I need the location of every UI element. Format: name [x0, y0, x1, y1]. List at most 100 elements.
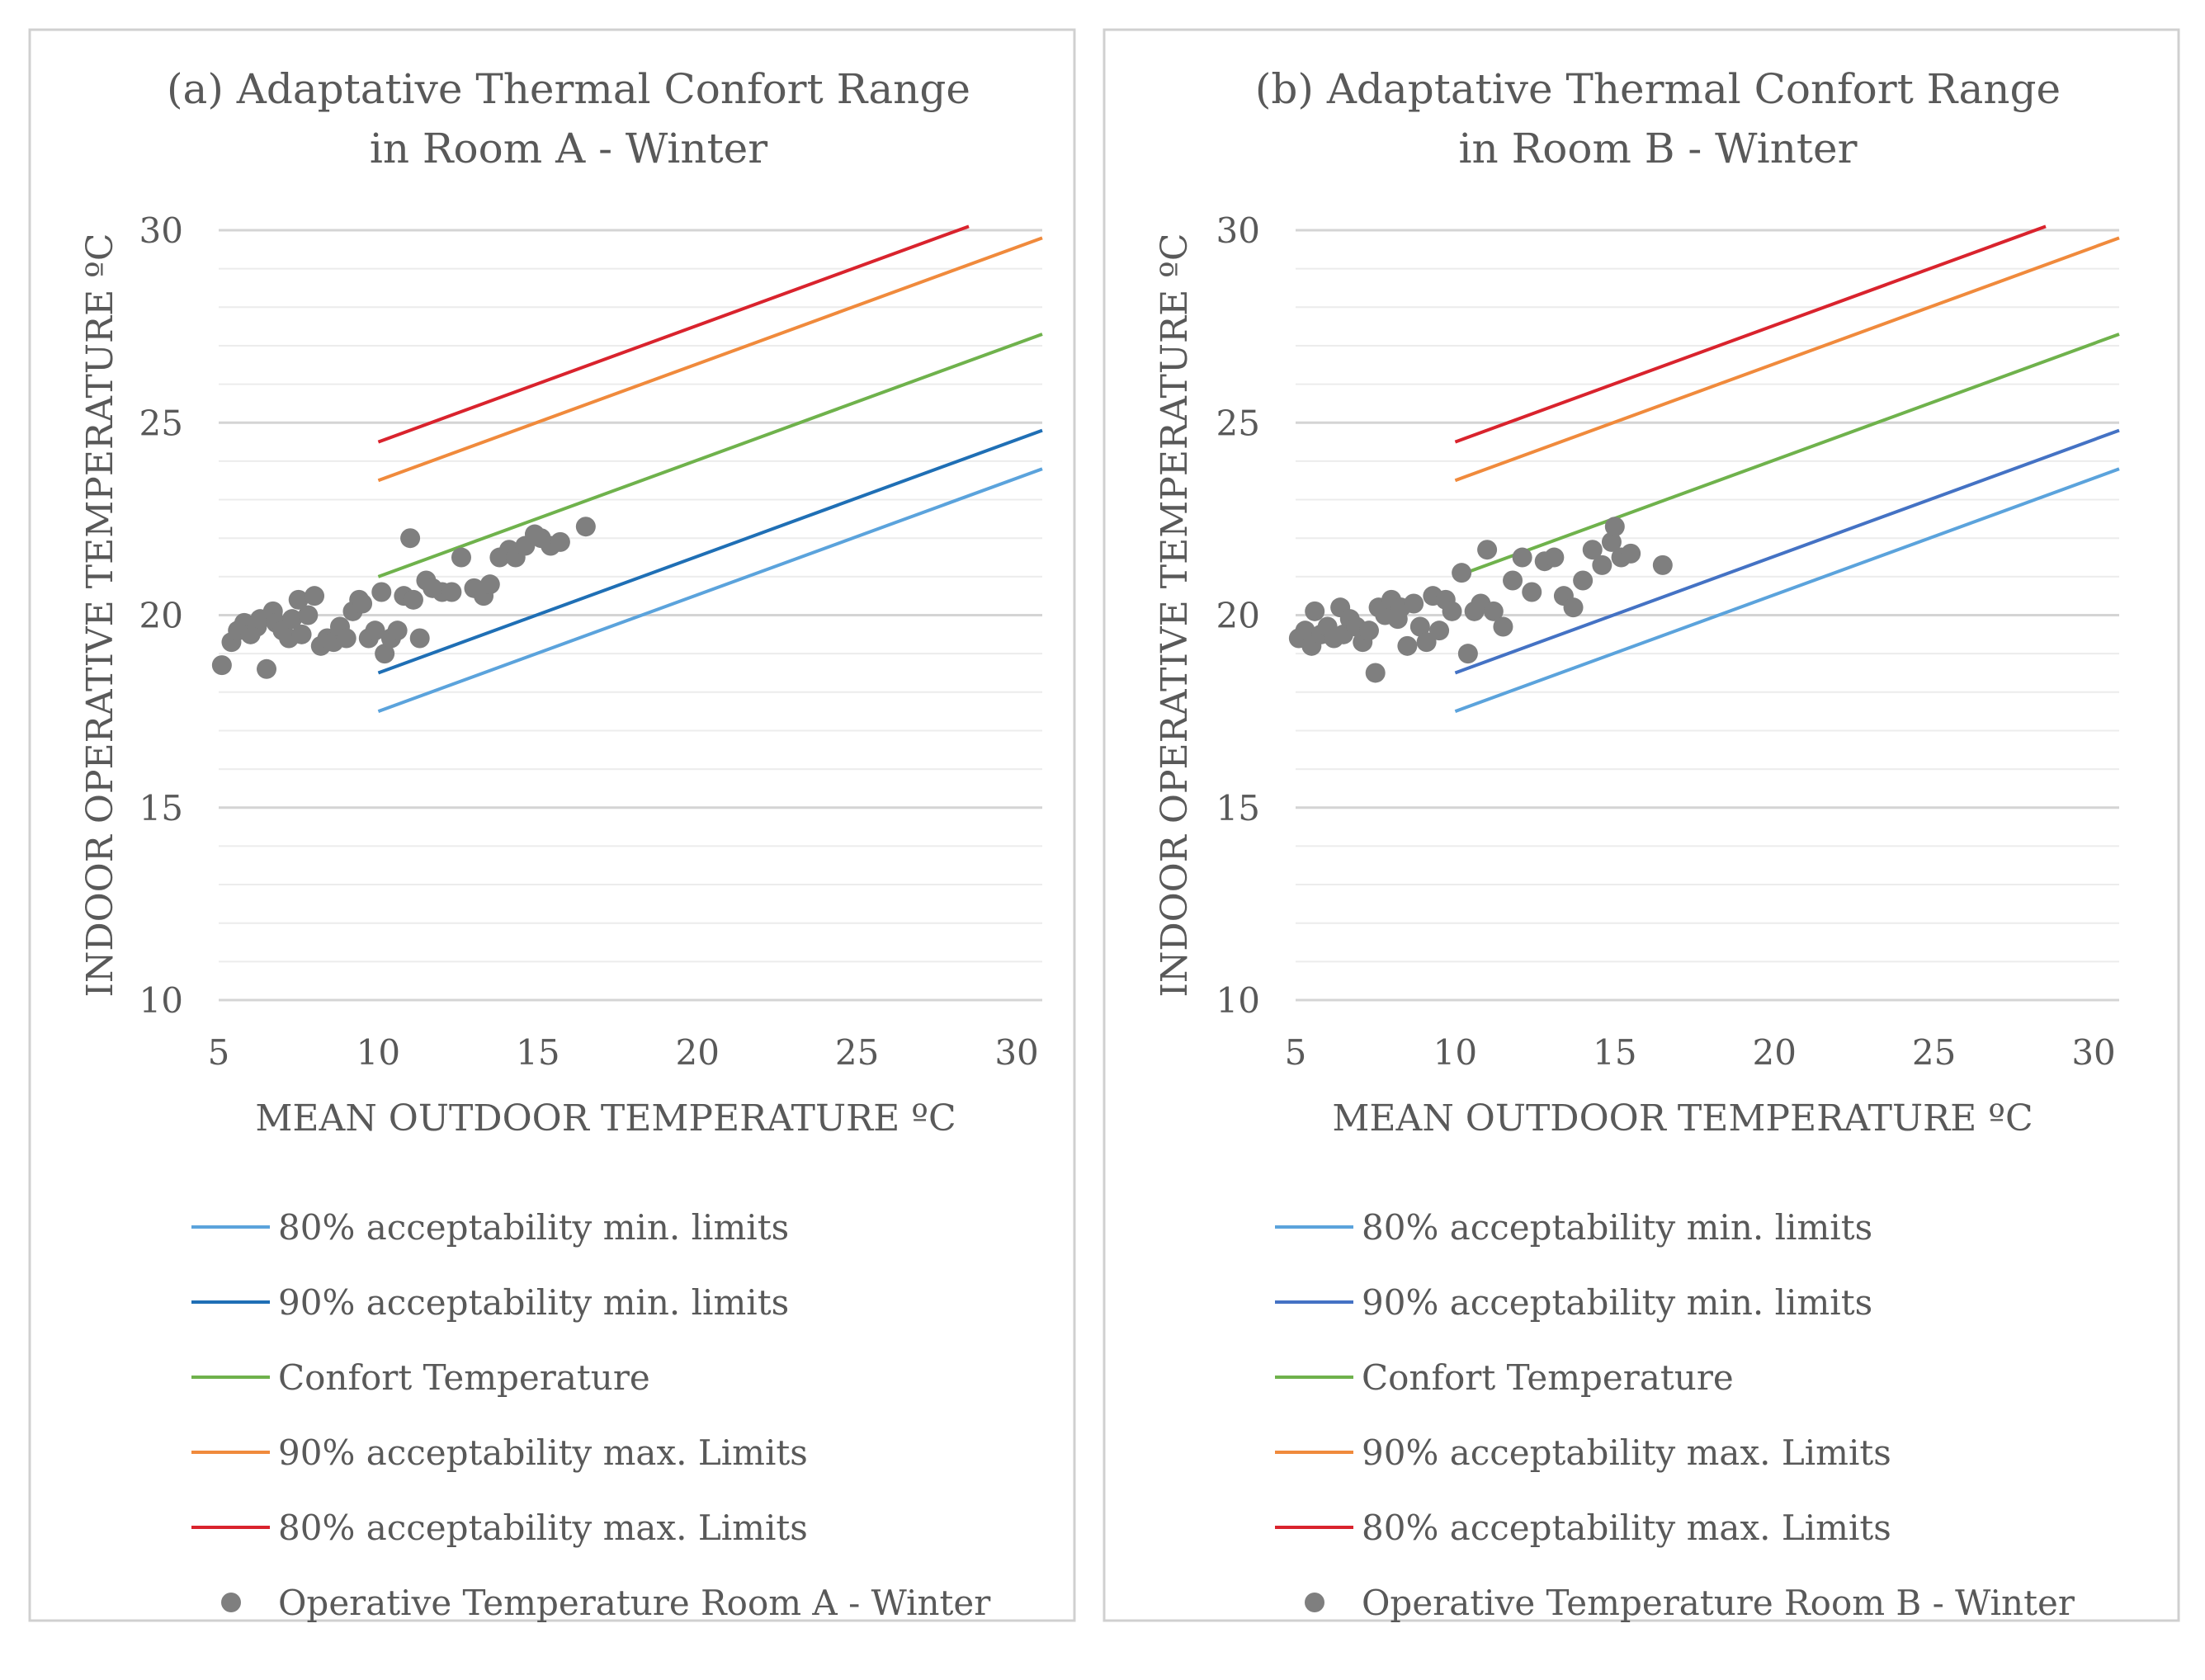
series-line-3 — [377, 333, 1043, 578]
chart-panel-b: (b) Adaptative Thermal Confort Range in R… — [1102, 28, 2180, 1623]
series-line-1 — [1454, 467, 2120, 714]
chart-title-line1: (b) Adaptative Thermal Confort Range — [1255, 65, 2061, 113]
scatter-point — [1429, 621, 1450, 641]
scatter-point — [451, 547, 471, 568]
series-line-4 — [1454, 236, 2120, 483]
y-tick-label: 10 — [139, 980, 183, 1021]
scatter-point — [1621, 543, 1641, 564]
x-axis-label: MEAN OUTDOOR TEMPERATURE ºC — [255, 1097, 956, 1140]
scatter-point — [1409, 616, 1430, 637]
scatter-point — [1457, 644, 1478, 664]
y-tick-label: 30 — [1216, 210, 1260, 251]
series-line-5 — [377, 224, 970, 444]
legend-entry-label: Operative Temperature Room B - Winter — [1362, 1583, 2075, 1623]
scatter-point — [1604, 517, 1625, 537]
y-axis-label: INDOOR OPERATIVE TEMPERATURE ºC — [79, 233, 121, 997]
scatter-point — [1397, 635, 1418, 656]
series-line-2 — [1454, 428, 2120, 675]
x-tick-label: 15 — [1593, 1032, 1636, 1073]
scatter-point — [550, 531, 570, 552]
x-tick-label: 20 — [676, 1032, 720, 1073]
scatter-point — [1582, 540, 1603, 560]
scatter-point — [1442, 601, 1462, 621]
scatter-point — [211, 655, 232, 676]
x-tick-label: 15 — [516, 1032, 560, 1073]
x-tick-label: 5 — [1285, 1032, 1307, 1073]
scatter-point — [1573, 570, 1594, 591]
scatter-point — [1305, 601, 1325, 621]
panel-frame — [1102, 28, 2180, 1622]
scatter-point — [1503, 570, 1523, 591]
x-tick-label: 20 — [1753, 1032, 1797, 1073]
scatter-point — [479, 574, 500, 595]
legend-swatch-marker — [221, 1593, 241, 1612]
scatter-point — [1512, 547, 1532, 568]
panel-frame — [28, 28, 1076, 1622]
legend-entry-label: Confort Temperature — [1362, 1357, 1734, 1398]
y-tick-label: 25 — [139, 403, 183, 443]
x-tick-label: 25 — [1912, 1032, 1956, 1073]
scatter-point — [1416, 632, 1437, 653]
series-line-5 — [1454, 224, 2047, 444]
scatter-point — [1452, 563, 1472, 583]
scatter-point — [1493, 616, 1513, 637]
x-tick-label: 30 — [2071, 1032, 2115, 1073]
chart-title-line2: in Room B - Winter — [1459, 125, 1858, 172]
legend-entry-label: 90% acceptability min. limits — [278, 1282, 789, 1323]
y-tick-label: 20 — [1216, 596, 1260, 636]
legend-entry-label: Confort Temperature — [278, 1357, 650, 1398]
x-tick-label: 10 — [356, 1032, 400, 1073]
y-tick-label: 10 — [1216, 980, 1260, 1021]
chart-panel-a: (a) Adaptative Thermal Confort Range in R… — [28, 28, 1076, 1623]
legend-entry-label: Operative Temperature Room A - Winter — [278, 1583, 991, 1623]
scatter-point — [1522, 582, 1542, 602]
scatter-point — [298, 605, 319, 625]
x-axis-label: MEAN OUTDOOR TEMPERATURE ºC — [1332, 1097, 2033, 1140]
y-tick-label: 15 — [1216, 788, 1260, 828]
series-line-3 — [1454, 333, 2120, 578]
x-tick-label: 30 — [994, 1032, 1038, 1073]
scatter-point — [288, 589, 309, 610]
y-tick-label: 25 — [1216, 403, 1260, 443]
legend-entry-label: 80% acceptability max. Limits — [1362, 1508, 1891, 1548]
x-tick-label: 10 — [1433, 1032, 1477, 1073]
scatter-point — [387, 621, 408, 641]
legend-entry-label: 80% acceptability min. limits — [278, 1207, 789, 1248]
scatter-point — [352, 593, 373, 614]
scatter-point — [257, 658, 277, 679]
y-axis-label: INDOOR OPERATIVE TEMPERATURE ºC — [1154, 233, 1196, 997]
scatter-point — [1544, 547, 1565, 568]
scatter-point — [1601, 531, 1622, 552]
scatter-point — [1365, 663, 1386, 683]
scatter-point — [371, 582, 392, 602]
scatter-point — [409, 628, 430, 649]
scatter-point — [281, 609, 302, 630]
y-tick-label: 15 — [139, 788, 183, 828]
chart-title-line1: (a) Adaptative Thermal Confort Range — [167, 65, 970, 113]
scatter-point — [1563, 597, 1584, 618]
legend-entry-label: 80% acceptability max. Limits — [278, 1508, 808, 1548]
legend-entry-label: 90% acceptability min. limits — [1362, 1282, 1872, 1323]
scatter-point — [403, 589, 423, 610]
scatter-point — [1295, 621, 1315, 641]
scatter-point — [1483, 601, 1504, 621]
scatter-point — [400, 528, 421, 549]
legend-entry-label: 90% acceptability max. Limits — [1362, 1432, 1891, 1473]
scatter-point — [441, 582, 462, 602]
legend-swatch-marker — [1305, 1593, 1324, 1612]
x-tick-label: 25 — [835, 1032, 879, 1073]
scatter-point — [375, 644, 395, 664]
y-tick-label: 30 — [139, 210, 183, 251]
scatter-point — [1358, 621, 1379, 641]
x-tick-label: 5 — [208, 1032, 230, 1073]
series-line-1 — [377, 467, 1043, 714]
series-line-2 — [377, 428, 1043, 675]
series-line-4 — [377, 236, 1043, 483]
legend-entry-label: 80% acceptability min. limits — [1362, 1207, 1872, 1248]
legend-entry-label: 90% acceptability max. Limits — [278, 1432, 808, 1473]
y-tick-label: 20 — [139, 596, 183, 636]
chart-title-line2: in Room A - Winter — [370, 125, 767, 172]
scatter-point — [1404, 593, 1424, 614]
scatter-point — [1592, 554, 1612, 575]
